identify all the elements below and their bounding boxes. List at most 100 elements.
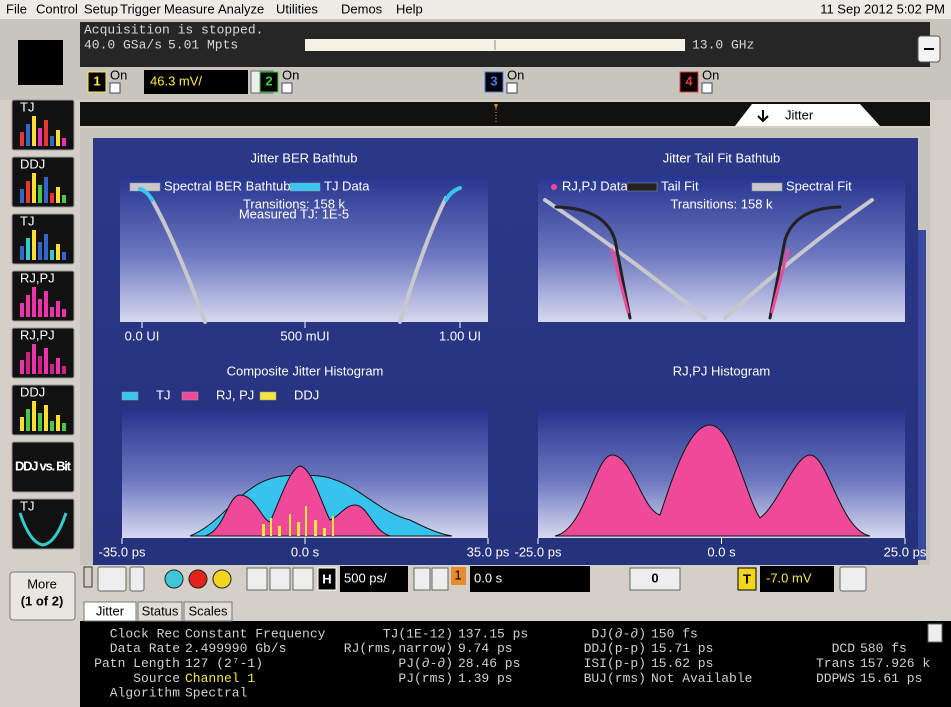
tab[interactable] [137, 601, 183, 622]
plot-area [538, 175, 905, 322]
legend-label: Spectral Fit [786, 178, 852, 193]
sidebar-icon-bar [20, 189, 24, 203]
display-button[interactable] [292, 567, 314, 591]
legend-label: Tail Fit [661, 178, 699, 193]
nav-control[interactable] [629, 567, 681, 591]
sidebar-label: DDJ vs. Bit [15, 458, 72, 473]
x-tick-label: 35.0 ps [467, 544, 510, 559]
level-spinner[interactable] [839, 566, 867, 592]
sidebar-button[interactable] [11, 498, 75, 550]
legend-label: Spectral BER Bathtub [164, 178, 290, 193]
sidebar-button[interactable] [11, 441, 75, 493]
trigger-level-field[interactable] [760, 566, 834, 592]
sidebar-label: TJ [20, 99, 34, 114]
measurement-value: 127 (2⁷-1) [185, 656, 263, 671]
rjpj-histogram-2 [554, 424, 871, 537]
plot-title: Jitter BER Bathtub [251, 150, 358, 165]
channel-checkbox[interactable] [506, 82, 518, 94]
tab-arrow [757, 110, 769, 123]
sidebar-icon-bar [50, 421, 54, 431]
scale-field[interactable] [144, 70, 248, 94]
scrollbar [918, 230, 926, 560]
horizontal-button[interactable] [317, 567, 337, 591]
single-button[interactable] [212, 569, 232, 589]
menu-item[interactable]: Analyze [218, 1, 264, 16]
scale-spinner[interactable] [97, 566, 127, 592]
sidebar-icon-bar [38, 242, 42, 260]
channel-button[interactable] [87, 71, 107, 93]
menu-item[interactable]: Setup [84, 1, 118, 16]
sidebar-icon-bar [38, 413, 42, 431]
points: 5.01 Mpts [168, 37, 238, 52]
channel-button[interactable] [259, 71, 279, 93]
print-button[interactable] [269, 567, 291, 591]
menu-item[interactable]: Demos [341, 1, 383, 16]
sidebar-icon-bar [56, 358, 60, 374]
menu-item[interactable]: File [6, 1, 27, 16]
legend-swatch [259, 391, 277, 401]
x-tick-label: 500 mUI [280, 328, 329, 343]
channel-checkbox[interactable] [701, 82, 713, 94]
menu-item[interactable]: Utilities [276, 1, 318, 16]
tab-label: Scales [188, 603, 228, 618]
channel-button[interactable] [484, 71, 504, 93]
acq-button[interactable] [413, 567, 431, 591]
channel-number: 1 [93, 73, 100, 88]
legend-swatch [551, 184, 557, 190]
trigger-level: -7.0 mV [766, 570, 812, 585]
autoscale-button[interactable] [246, 567, 268, 591]
jitter-tab[interactable] [735, 104, 880, 126]
sidebar-icon-bar [62, 423, 66, 431]
sidebar-label: RJ,PJ [20, 270, 55, 285]
sidebar-icon-bar [62, 252, 66, 260]
trigger-channel-box [451, 567, 466, 585]
tab[interactable] [83, 601, 137, 622]
measurement-value: 15.62 ps [651, 656, 713, 671]
channel-checkbox[interactable] [281, 82, 293, 94]
sidebar-icon-bar [26, 181, 30, 203]
sidebar-icon-bar [26, 124, 30, 146]
sidebar-icon-bar [44, 405, 48, 431]
menu-item[interactable]: Control [36, 1, 78, 16]
more-button[interactable] [9, 571, 76, 621]
sidebar-icon-bar [56, 301, 60, 317]
run-button[interactable] [164, 569, 184, 589]
scale-button[interactable] [129, 566, 145, 592]
measurement-label: Trans [816, 656, 855, 671]
sidebar-icon-bar [32, 173, 36, 203]
bandwidth: 13.0 GHz [692, 37, 754, 52]
x-tick-label: -25.0 ps [515, 544, 562, 559]
menu-item[interactable]: Trigger [120, 1, 161, 16]
trigger-button[interactable] [737, 567, 757, 591]
sidebar-icon-bar [38, 356, 42, 374]
sidebar-label: TJ [20, 498, 34, 513]
channel-checkbox[interactable] [109, 82, 121, 94]
tab[interactable] [183, 601, 233, 622]
sidebar-icon-bar [56, 130, 60, 146]
menu-item[interactable]: Help [396, 1, 423, 16]
menu-item[interactable]: Measure [164, 1, 215, 16]
stop-button[interactable] [188, 569, 208, 589]
delay-field[interactable] [470, 566, 590, 592]
plot-annotation: Transitions: 158 k [670, 196, 773, 211]
status-text: Acquisition is stopped. [84, 22, 263, 37]
sidebar-icon-bar [38, 185, 42, 203]
sidebar-icon-bar [50, 307, 54, 317]
sidebar-icon-bar [20, 417, 24, 431]
measurement-value: 137.15 ps [458, 626, 528, 641]
timebase-field[interactable] [340, 566, 408, 592]
measurement-label: PJ(rms) [398, 671, 453, 686]
channel-button[interactable] [679, 71, 699, 93]
x-tick-label: 0.0 s [291, 544, 320, 559]
delay: 0.0 s [474, 570, 503, 585]
measurement-value: 28.46 ps [458, 656, 520, 671]
help-button[interactable] [927, 623, 943, 643]
legend-label: TJ Data [324, 178, 370, 193]
measurement-label: DDJ(p-p) [584, 641, 646, 656]
toolbar-arrow[interactable] [83, 566, 93, 588]
legend-swatch [181, 391, 199, 401]
acq-button[interactable] [431, 567, 449, 591]
measurement-label: DDPWS [816, 671, 855, 686]
plot-annotation: Transitions: 158 k [243, 196, 346, 211]
tab-label: Status [142, 603, 179, 618]
